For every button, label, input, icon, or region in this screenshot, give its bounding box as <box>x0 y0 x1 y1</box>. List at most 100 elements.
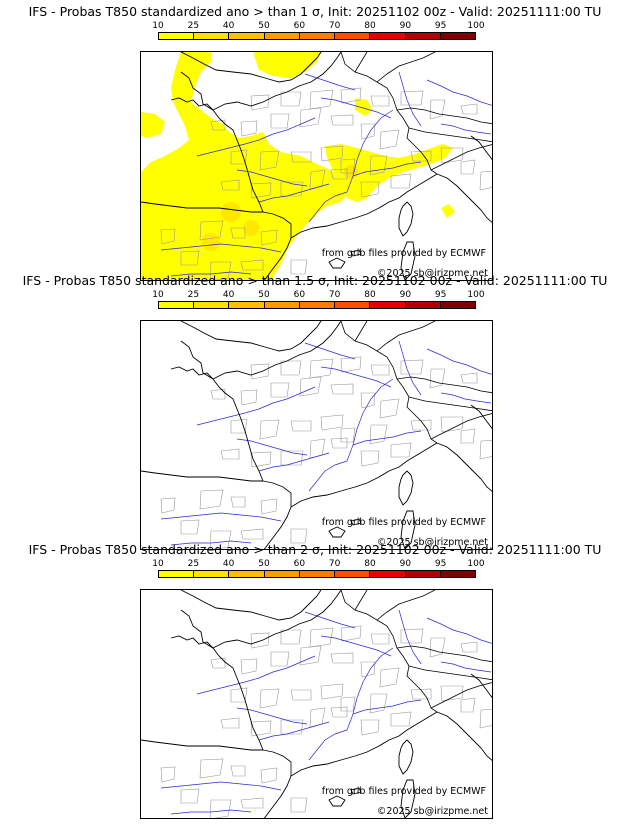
admin-boundary <box>410 688 432 700</box>
admin-boundary <box>370 95 390 107</box>
admin-boundary <box>259 688 280 709</box>
legend-swatch <box>405 33 441 39</box>
coast-segment <box>180 321 322 352</box>
rivers <box>160 609 492 815</box>
admin-boundary <box>259 150 280 171</box>
coast-segment <box>290 442 438 508</box>
island <box>398 201 414 237</box>
admin-boundaries <box>160 356 492 549</box>
admin-boundary <box>400 359 424 375</box>
river <box>320 366 392 388</box>
coast-segment <box>170 97 214 111</box>
river <box>236 169 308 187</box>
legend-tick-label: 95 <box>434 21 447 31</box>
legend-color-bar <box>158 32 476 40</box>
national-borders <box>262 52 492 238</box>
legend-swatch <box>405 571 441 577</box>
coast-segment <box>263 775 292 818</box>
admin-boundary <box>220 448 240 460</box>
admin-boundary <box>280 450 304 466</box>
legend-tick-label: 100 <box>467 21 485 31</box>
coast-segment <box>180 71 264 213</box>
legend-tick-labels: 10 25 40 50 60 70 80 90 95 100 <box>152 290 484 301</box>
legend-tick-label: 95 <box>434 559 447 569</box>
admin-boundary <box>210 388 226 400</box>
legend-tick-label: 60 <box>293 559 306 569</box>
river <box>160 781 282 791</box>
admin-boundary <box>240 528 264 540</box>
legend-tick-labels: 10 25 40 50 60 70 80 90 95 100 <box>152 559 484 570</box>
legend-swatch <box>335 33 371 39</box>
river <box>170 809 252 815</box>
national-border <box>396 107 492 125</box>
map-frame: from grib files provided by ECMWF ©2025 … <box>140 51 493 281</box>
island <box>328 257 346 269</box>
legend-tick-label: 50 <box>258 290 270 300</box>
admin-boundary <box>330 114 354 126</box>
panel-title: IFS - Probas T850 standardized ano > tha… <box>22 273 608 288</box>
national-border <box>408 665 492 681</box>
anomaly-accent <box>243 220 259 236</box>
river <box>426 617 492 644</box>
anomaly-patch <box>325 144 453 202</box>
admin-boundary <box>330 383 354 395</box>
coast-segment <box>212 321 342 380</box>
anomaly-accent <box>221 202 241 222</box>
admin-boundary <box>230 227 246 239</box>
river <box>304 73 356 91</box>
coast-segment <box>141 739 263 751</box>
admin-boundary <box>479 440 492 460</box>
coast-segment <box>436 173 492 223</box>
legend-swatch <box>299 33 336 39</box>
coast-segment <box>141 201 263 213</box>
admin-boundary <box>270 382 290 398</box>
admin-boundary <box>290 689 312 701</box>
admin-boundary <box>299 645 322 666</box>
river <box>258 452 330 472</box>
map-panel-2-sigma: IFS - Probas T850 standardized ano > tha… <box>0 542 630 819</box>
anomaly-patch <box>355 98 373 116</box>
legend-swatch <box>370 33 406 39</box>
map-panel-1-5-sigma: IFS - Probas T850 standardized ano > tha… <box>0 273 630 550</box>
coast-segment <box>170 366 214 380</box>
legend-swatch <box>194 33 230 39</box>
legend-tick-label: 10 <box>152 290 164 300</box>
legend-swatch <box>335 571 371 577</box>
legend-tick-label: 90 <box>399 559 412 569</box>
national-border <box>430 682 492 709</box>
legend-swatch <box>370 571 406 577</box>
legend-tick-label: 40 <box>222 21 235 31</box>
admin-boundary <box>309 627 334 648</box>
national-border <box>354 321 368 342</box>
river <box>304 611 356 629</box>
legend-tick-label: 25 <box>187 21 200 31</box>
legend-swatch <box>440 571 475 577</box>
island <box>398 739 414 775</box>
legend-tick-label: 100 <box>467 290 485 300</box>
legend-tick-label: 10 <box>152 559 164 569</box>
river <box>236 438 308 456</box>
national-border <box>396 376 492 394</box>
legend-tick-label: 50 <box>258 21 270 31</box>
admin-boundary <box>379 129 400 150</box>
coast-segment <box>436 442 492 492</box>
admin-boundary <box>360 661 376 678</box>
admin-boundary <box>320 683 344 700</box>
national-border <box>262 480 292 507</box>
source-credit: from grib files provided by ECMWF <box>321 786 486 797</box>
national-border <box>340 321 438 444</box>
admin-boundary <box>160 228 176 245</box>
coast-segment <box>180 52 322 83</box>
admin-boundary <box>280 719 304 735</box>
admin-boundary <box>410 150 432 162</box>
coast-segment <box>141 470 263 482</box>
admin-boundary <box>160 766 176 783</box>
river <box>258 721 330 741</box>
admin-boundaries <box>160 87 492 280</box>
map-frame: from grib files provided by ECMWF ©2025 … <box>140 320 493 550</box>
legend-swatch <box>229 571 265 577</box>
national-borders <box>262 321 492 507</box>
admin-boundary <box>280 181 304 197</box>
river <box>352 699 422 715</box>
legend-tick-labels: 10 25 40 50 60 70 80 90 95 100 <box>152 21 484 32</box>
